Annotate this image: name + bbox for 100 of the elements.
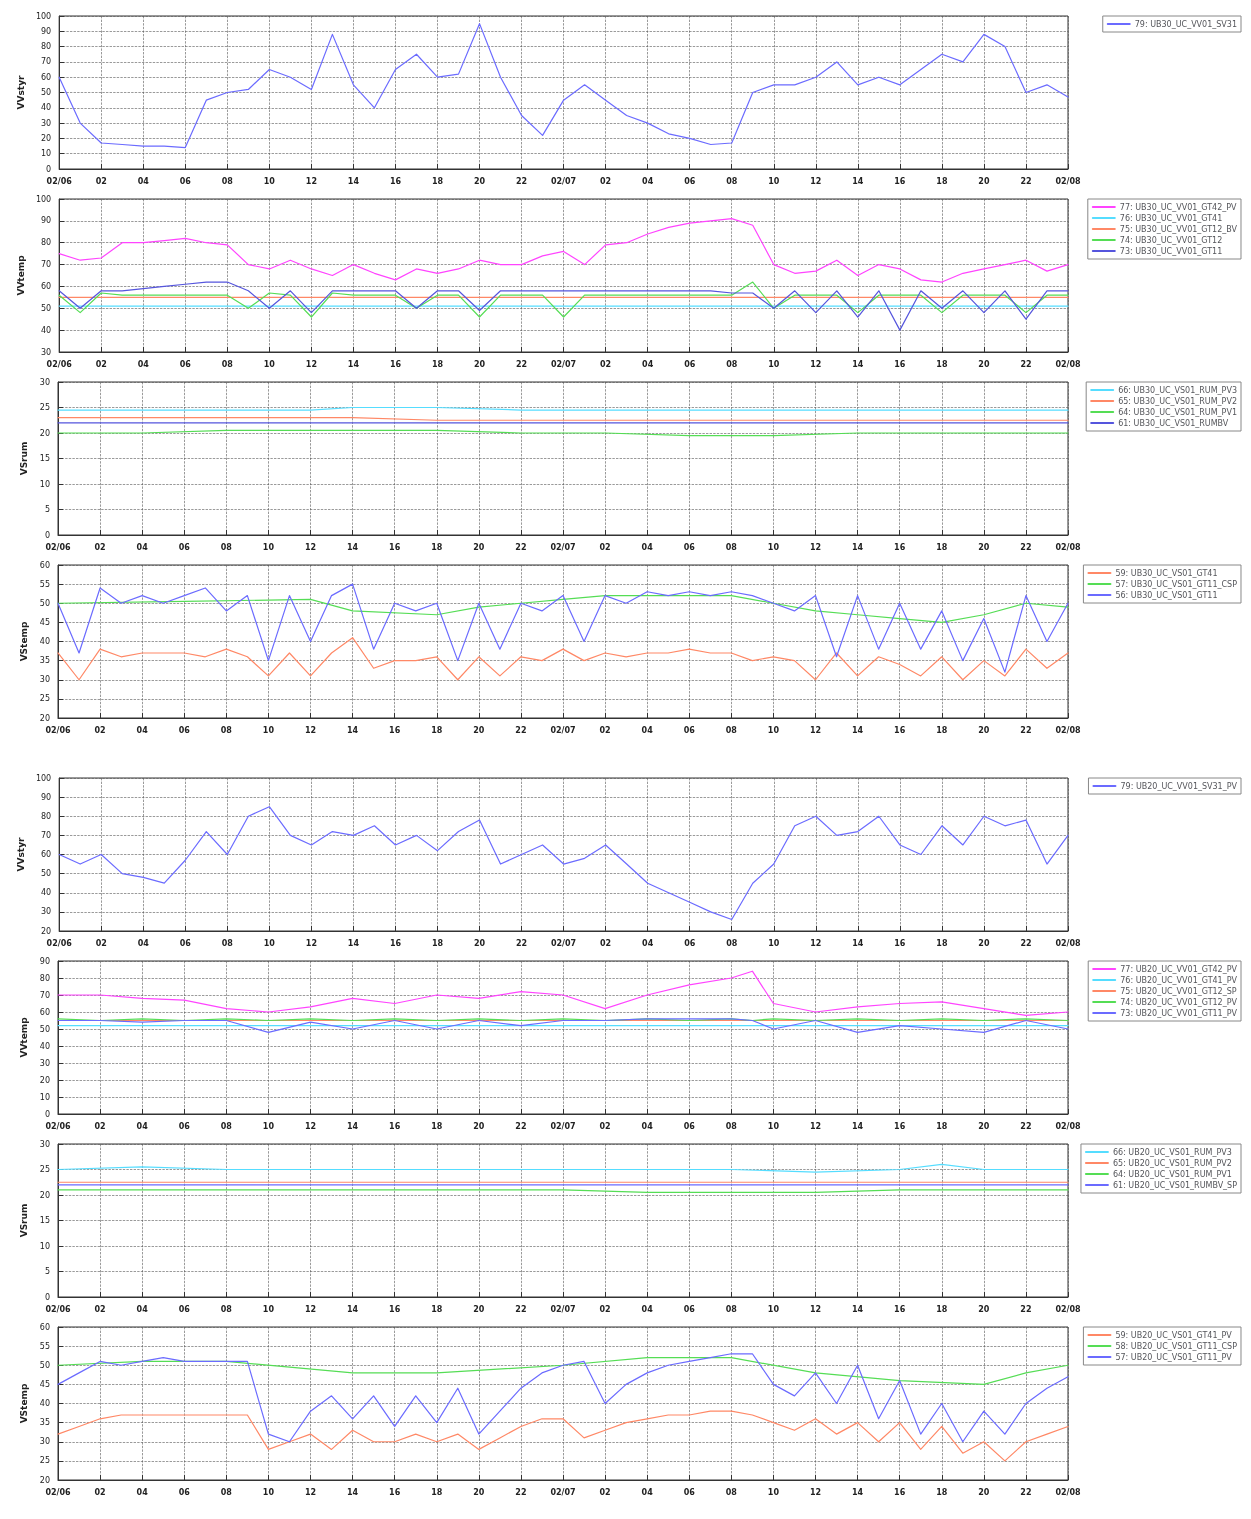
y-tick-label: 30	[40, 347, 52, 357]
y-tick-label: 0	[46, 164, 52, 174]
legend-label: 59: UB20_UC_VS01_GT41_PV	[1115, 1330, 1233, 1340]
x-tick-label: 08	[221, 359, 234, 369]
y-tick-label: 55	[39, 1341, 50, 1351]
legend-label: 58: UB20_UC_VS01_GT11_CSP	[1115, 1341, 1238, 1351]
x-tick-label: 06	[683, 725, 696, 735]
y-tick-label: 30	[39, 377, 50, 387]
x-tick-label: 08	[725, 1487, 738, 1497]
x-tick-label: 10	[767, 725, 780, 735]
x-tick-label: 02/07	[550, 725, 576, 735]
y-tick-label: 60	[40, 281, 52, 291]
x-tick-label: 02	[599, 542, 611, 552]
line-series	[57, 583, 1069, 673]
legend-label: 64: UB20_UC_VS01_RUM_PV1	[1112, 1169, 1232, 1179]
x-tick-label: 10	[767, 542, 780, 552]
y-tick-label: 25	[39, 403, 50, 412]
x-tick-label: 02/07	[550, 359, 577, 369]
y-tick-label: 60	[40, 850, 52, 859]
x-tick-label: 18	[431, 1121, 443, 1131]
x-tick-label: 12	[809, 1487, 822, 1497]
x-tick-label: 08	[725, 1304, 738, 1314]
x-tick-label: 04	[137, 176, 150, 186]
x-tick-label: 16	[894, 359, 906, 369]
x-tick-label: 12	[810, 938, 822, 948]
y-tick-label: 5	[44, 505, 50, 514]
x-tick-label: 04	[642, 938, 654, 948]
x-tick-label: 02	[95, 938, 107, 948]
legend-label: 77: UB20_UC_VV01_GT42_PV	[1120, 964, 1238, 974]
x-tick-label: 04	[136, 725, 149, 735]
y-tick-label: 60	[39, 560, 50, 570]
x-tick-label: 20	[978, 1487, 990, 1497]
x-tick-label: 22	[1020, 1121, 1032, 1131]
x-tick-label: 22	[515, 725, 527, 735]
legend-label: 74: UB30_UC_VV01_GT12	[1119, 235, 1223, 245]
x-tick-label: 16	[389, 1487, 401, 1497]
x-tick-label: 06	[178, 1121, 191, 1131]
x-tick-label: 10	[263, 359, 276, 369]
x-tick-label: 08	[725, 725, 738, 735]
x-tick-label: 12	[305, 359, 317, 369]
y-tick-label: 20	[39, 428, 50, 438]
x-tick-label: 18	[936, 938, 948, 948]
legend-label: 73: UB30_UC_VV01_GT11	[1119, 246, 1223, 256]
x-tick-label: 12	[809, 1121, 822, 1131]
x-tick-label: 04	[641, 1121, 654, 1131]
x-tick-label: 22	[1020, 359, 1032, 369]
x-tick-label: 20	[473, 542, 485, 552]
x-tick-label: 16	[389, 1121, 401, 1131]
y-axis-title: VSrum	[19, 441, 30, 476]
x-tick-label: 02	[599, 1487, 611, 1497]
line-series	[58, 806, 1069, 921]
x-tick-label: 14	[852, 1121, 864, 1131]
y-tick-label: 0	[44, 1109, 50, 1119]
x-tick-label: 14	[347, 176, 360, 186]
y-tick-label: 50	[39, 1024, 50, 1034]
x-tick-label: 20	[978, 1121, 990, 1131]
legend-label: 75: UB20_UC_VV01_GT12_SP	[1120, 986, 1237, 996]
legend-label: 56: UB30_UC_VS01_GT11	[1115, 590, 1218, 600]
y-tick-label: 10	[39, 1241, 50, 1251]
x-tick-label: 16	[389, 1304, 401, 1314]
x-tick-label: 06	[179, 938, 192, 948]
y-axis-title: VSrum	[19, 1203, 30, 1238]
line-series	[57, 637, 1069, 681]
y-tick-label: 35	[39, 1418, 50, 1428]
x-tick-label: 16	[894, 1304, 906, 1314]
y-tick-label: 15	[39, 454, 50, 463]
x-tick-label: 02	[94, 542, 106, 552]
y-tick-label: 30	[40, 118, 52, 128]
y-tick-label: 80	[39, 973, 50, 983]
x-tick-label: 10	[262, 1121, 275, 1131]
x-tick-label: 06	[179, 176, 192, 186]
x-tick-label: 06	[684, 359, 696, 369]
legend-label: 76: UB30_UC_VV01_GT41	[1119, 213, 1223, 223]
y-tick-label: 10	[39, 1092, 50, 1102]
y-tick-label: 40	[40, 325, 52, 335]
x-tick-label: 06	[178, 1304, 191, 1314]
x-tick-label: 20	[473, 176, 486, 186]
x-tick-label: 02	[94, 1304, 106, 1314]
y-tick-label: 40	[40, 103, 52, 113]
x-tick-label: 04	[641, 1304, 654, 1314]
line-series	[58, 23, 1069, 149]
y-tick-label: 90	[40, 216, 52, 226]
x-tick-label: 16	[389, 359, 402, 369]
x-tick-label: 16	[894, 725, 906, 735]
y-tick-label: 40	[39, 1399, 50, 1408]
line-series	[57, 1410, 1069, 1462]
x-tick-label: 02	[600, 938, 612, 948]
y-tick-label: 20	[39, 1075, 50, 1085]
x-tick-label: 08	[725, 1121, 738, 1131]
x-tick-label: 04	[137, 938, 150, 948]
y-axis-title: VVtemp	[19, 1016, 30, 1058]
x-tick-label: 06	[683, 1121, 696, 1131]
y-axis-title: VVstyr	[15, 837, 26, 872]
y-tick-label: 35	[39, 656, 50, 666]
x-tick-label: 06	[683, 542, 696, 552]
x-tick-label: 14	[852, 1487, 864, 1497]
x-tick-label: 22	[515, 176, 528, 186]
x-tick-label: 18	[431, 938, 444, 948]
x-tick-label: 02/08	[1055, 725, 1082, 735]
x-tick-label: 20	[978, 938, 990, 948]
